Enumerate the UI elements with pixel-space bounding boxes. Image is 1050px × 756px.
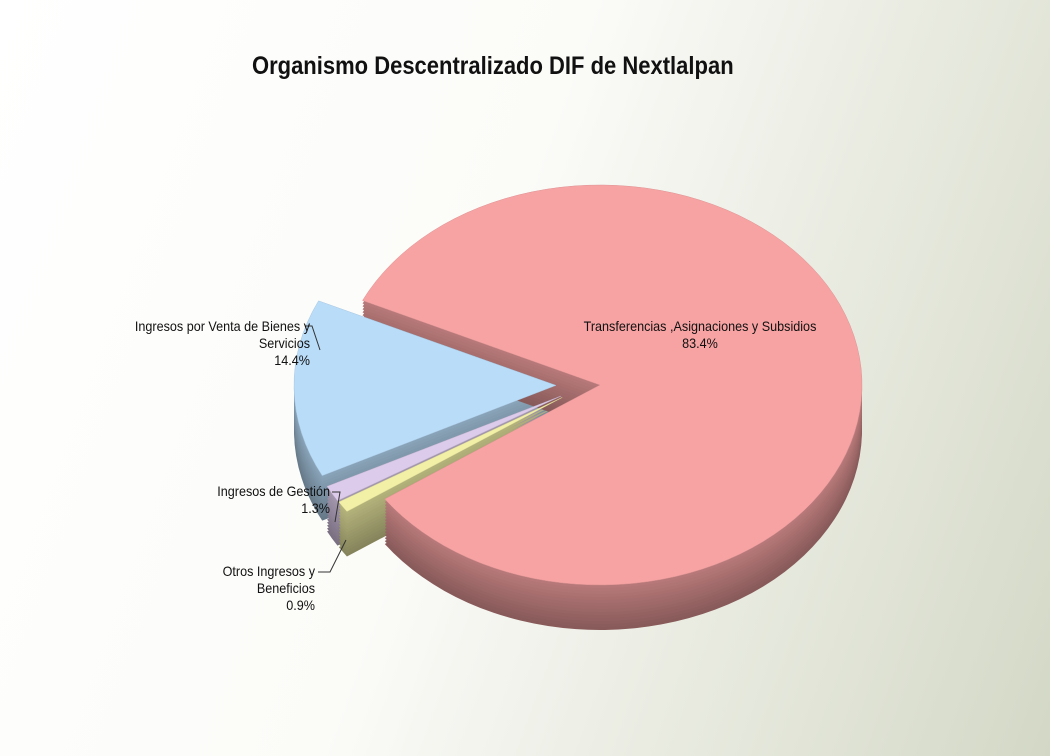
slice — [338, 397, 563, 512]
slice — [326, 395, 561, 501]
leader-line — [332, 491, 341, 523]
slice-label: Otros Ingresos y Beneficios 0.9% — [162, 563, 315, 614]
slice — [293, 300, 557, 476]
slice-label: Transferencias ,Asignaciones y Subsidios… — [574, 318, 826, 352]
category-label: Ingresos de Gestión — [217, 483, 330, 499]
value-label: 1.3% — [301, 500, 330, 516]
slice — [362, 184, 863, 586]
chart-title: Organismo Descentralizado DIF de Nextlal… — [251, 52, 734, 80]
value-label: 0.9% — [286, 597, 315, 613]
category-label: Ingresos por Venta de Bienes y Servicios — [134, 318, 310, 351]
value-label: 83.4% — [682, 335, 718, 351]
slice-label: Ingresos por Venta de Bienes y Servicios… — [85, 318, 310, 369]
slice-label: Ingresos de Gestión 1.3% — [164, 483, 330, 517]
category-label: Transferencias ,Asignaciones y Subsidios — [583, 318, 817, 334]
value-label: 14.4% — [274, 352, 310, 368]
leader-line — [318, 539, 347, 573]
category-label: Otros Ingresos y Beneficios — [222, 563, 315, 596]
leader-line — [305, 325, 321, 351]
